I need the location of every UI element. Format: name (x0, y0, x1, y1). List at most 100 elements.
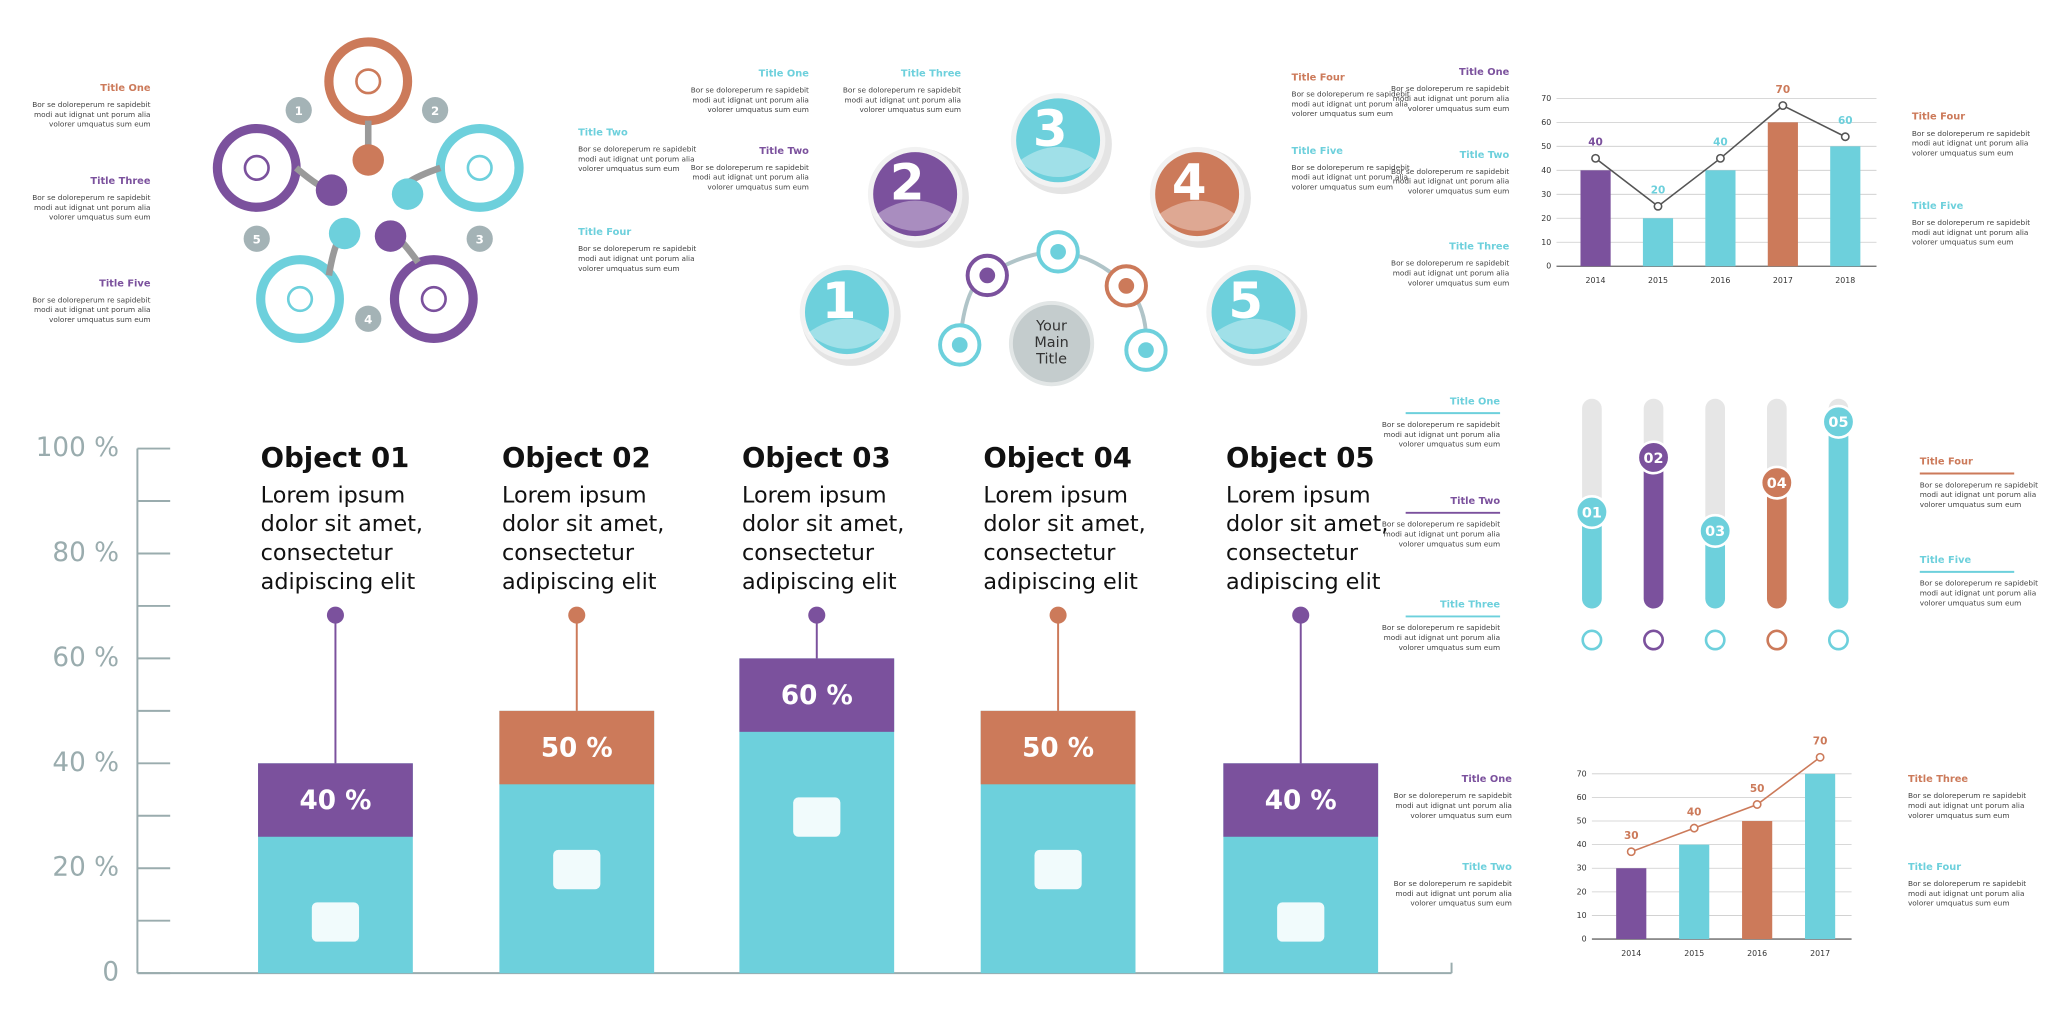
x-tick-label: 2016 (1747, 949, 1767, 958)
note-body: volorer umquatus sum eum (1920, 500, 2022, 509)
y-tick-label: 30 (1541, 190, 1551, 199)
bar-cap (1223, 763, 1379, 837)
category-description: Lorem ipsum (742, 482, 887, 508)
bar-value-label: 60 % (781, 681, 853, 711)
note-body: modi aut idignat unt porum alia (1912, 228, 2029, 237)
note-body: Bor se doloreperum re sapidebit (32, 295, 150, 304)
note-body: volorer umquatus sum eum (707, 183, 809, 192)
note-body: volorer umquatus sum eum (1408, 186, 1510, 195)
line (1630, 756, 1821, 853)
note-title: Title One (100, 83, 151, 94)
y-tick-label: 60 % (52, 643, 119, 673)
cycle-hub (352, 144, 384, 176)
category-description: adipiscing elit (502, 569, 657, 595)
cycle-icon (355, 68, 382, 95)
note-body: modi aut idignat unt porum alia (34, 110, 151, 119)
note-title: Title One (759, 68, 810, 79)
line-point (1626, 847, 1636, 857)
slider-fill (1766, 482, 1787, 609)
note-body: modi aut idignat unt porum alia (1292, 173, 1409, 182)
note-body: Bor se doloreperum re sapidebit (1292, 163, 1410, 172)
y-tick-label: 20 % (52, 853, 119, 883)
note-title: Title Three (1440, 600, 1500, 611)
note-body: modi aut idignat unt porum alia (845, 95, 962, 104)
y-tick-label: 20 (1541, 214, 1551, 223)
bar-stem-dot (326, 606, 344, 624)
slider-fill (1828, 421, 1849, 609)
note-body: modi aut idignat unt porum alia (1384, 430, 1501, 439)
note-title: Title One (1462, 774, 1513, 785)
bar (1616, 868, 1647, 940)
note-body: Bor se doloreperum re sapidebit (1391, 167, 1509, 176)
category-description: dolor sit amet, (1226, 511, 1388, 537)
y-tick-label: 30 (1577, 864, 1587, 873)
y-tick-label: 20 (1577, 887, 1587, 896)
note-body: volorer umquatus sum eum (578, 264, 680, 273)
cycle-step-badge (422, 97, 449, 124)
note-title: Title Four (1912, 112, 1965, 123)
y-tick-label: 100 % (36, 433, 119, 463)
cycle-step-number: 3 (476, 233, 484, 247)
x-tick-label: 2014 (1586, 276, 1606, 285)
note-body: volorer umquatus sum eum (1912, 148, 2014, 157)
note-body: Bor se doloreperum re sapidebit (1292, 89, 1410, 98)
slider-label: 02 (1644, 451, 1664, 467)
note-body: Bor se doloreperum re sapidebit (1908, 879, 2026, 888)
cycle-icon (243, 154, 270, 181)
bar-value-label: 50 % (541, 733, 613, 763)
y-tick-label: 60 (1541, 118, 1551, 127)
note-body: modi aut idignat unt porum alia (578, 154, 695, 163)
step-number: 3 (1033, 100, 1068, 158)
point-label: 40 (1687, 806, 1702, 818)
line-point (1840, 132, 1850, 142)
x-tick-label: 2018 (1835, 276, 1855, 285)
bar-cap (739, 658, 895, 732)
note-title: Title Four (578, 227, 631, 238)
note-body: volorer umquatus sum eum (1292, 109, 1394, 118)
step-curl (1157, 200, 1237, 231)
note-body: modi aut idignat unt porum alia (34, 305, 151, 314)
note-body: Bor se doloreperum re sapidebit (843, 85, 961, 94)
center-title: Your (1035, 319, 1067, 335)
note-body: volorer umquatus sum eum (707, 105, 809, 114)
note-body: Bor se doloreperum re sapidebit (1912, 129, 2030, 138)
slider-marker (1574, 494, 1609, 530)
slider-marker (1636, 440, 1671, 475)
line-point (1752, 800, 1762, 809)
line-point (1653, 201, 1663, 211)
cycle-ring (212, 123, 301, 212)
note-body: Bor se doloreperum re sapidebit (1912, 218, 2030, 227)
slider-marker (1698, 513, 1733, 548)
y-tick-label: 50 (1577, 817, 1587, 826)
y-tick-label: 40 (1541, 166, 1551, 175)
bar (1642, 218, 1674, 267)
steps-icon-core (1138, 342, 1154, 359)
note-title: Title Two (1450, 496, 1500, 507)
cycle-hub (328, 217, 361, 250)
bar-icon (1277, 902, 1325, 942)
note-body: volorer umquatus sum eum (1912, 238, 2014, 247)
step-number: 5 (1228, 272, 1263, 330)
step-curl (1018, 146, 1098, 178)
step-circle (1010, 93, 1106, 188)
slider-label: 05 (1828, 415, 1848, 431)
step-circle (1149, 146, 1245, 242)
note-body: Bor se doloreperum re sapidebit (1920, 480, 2038, 489)
slider-icon (1704, 629, 1726, 651)
note-body: modi aut idignat unt porum alia (1393, 177, 1510, 186)
bar (1830, 146, 1861, 267)
slider-icon (1827, 629, 1849, 651)
cycle-hub (315, 174, 348, 206)
bar (1767, 122, 1798, 267)
y-tick-label: 10 (1541, 238, 1551, 247)
category-description: Lorem ipsum (502, 482, 647, 508)
steps-icon-core (951, 337, 968, 353)
cycle-icon (286, 285, 314, 313)
note-body: volorer umquatus sum eum (49, 120, 151, 129)
category-description: adipiscing elit (1226, 569, 1381, 595)
note-body: Bor se doloreperum re sapidebit (578, 244, 696, 253)
y-tick-label: 50 (1541, 142, 1551, 151)
point-label: 30 (1624, 830, 1639, 842)
note-body: volorer umquatus sum eum (1399, 643, 1501, 652)
note-body: modi aut idignat unt porum alia (34, 203, 151, 212)
